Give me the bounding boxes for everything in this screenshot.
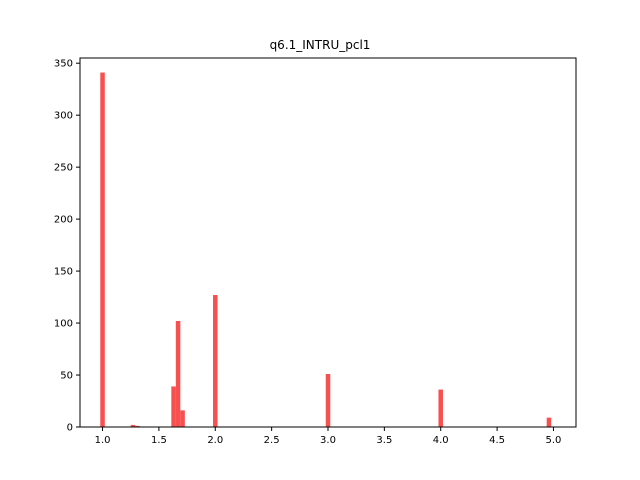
histogram-bar (130, 424, 136, 427)
y-axis: 0 50 100 150 200 250 300 350 (54, 59, 80, 434)
histogram-bar (546, 417, 552, 427)
x-tick-label: 1.0 (95, 435, 111, 446)
y-tick-label: 350 (54, 59, 73, 70)
y-tick-label: 200 (54, 215, 73, 226)
x-tick-label: 2.0 (207, 435, 223, 446)
histogram-bar (100, 72, 105, 428)
histogram-bar (180, 410, 185, 427)
histogram-bar (135, 425, 140, 427)
y-tick-label: 100 (54, 319, 73, 330)
x-axis: 1.0 1.5 2.0 2.5 3.0 3.5 4.0 4.5 5.0 (95, 427, 562, 446)
histogram-bar (325, 373, 331, 427)
y-tick-label: 250 (54, 163, 73, 174)
y-tick-label: 50 (60, 371, 73, 382)
x-tick-label: 3.0 (320, 435, 336, 446)
y-tick-label: 300 (54, 111, 73, 122)
histogram-bar (213, 294, 218, 427)
x-tick-label: 2.5 (264, 435, 280, 446)
histogram-bar (438, 389, 443, 427)
y-tick-label: 0 (67, 423, 73, 434)
plot-frame (79, 57, 577, 428)
chart-title: q6.1_INTRU_pcl1 (270, 38, 371, 52)
histogram-bar (171, 386, 176, 427)
x-tick-label: 5.0 (546, 435, 562, 446)
x-tick-label: 4.5 (489, 435, 505, 446)
x-tick-label: 1.5 (151, 435, 167, 446)
x-tick-label: 3.5 (376, 435, 392, 446)
bars-group (100, 72, 552, 428)
y-tick-label: 150 (54, 267, 73, 278)
histogram-bar (175, 320, 181, 427)
x-tick-label: 4.0 (433, 435, 449, 446)
